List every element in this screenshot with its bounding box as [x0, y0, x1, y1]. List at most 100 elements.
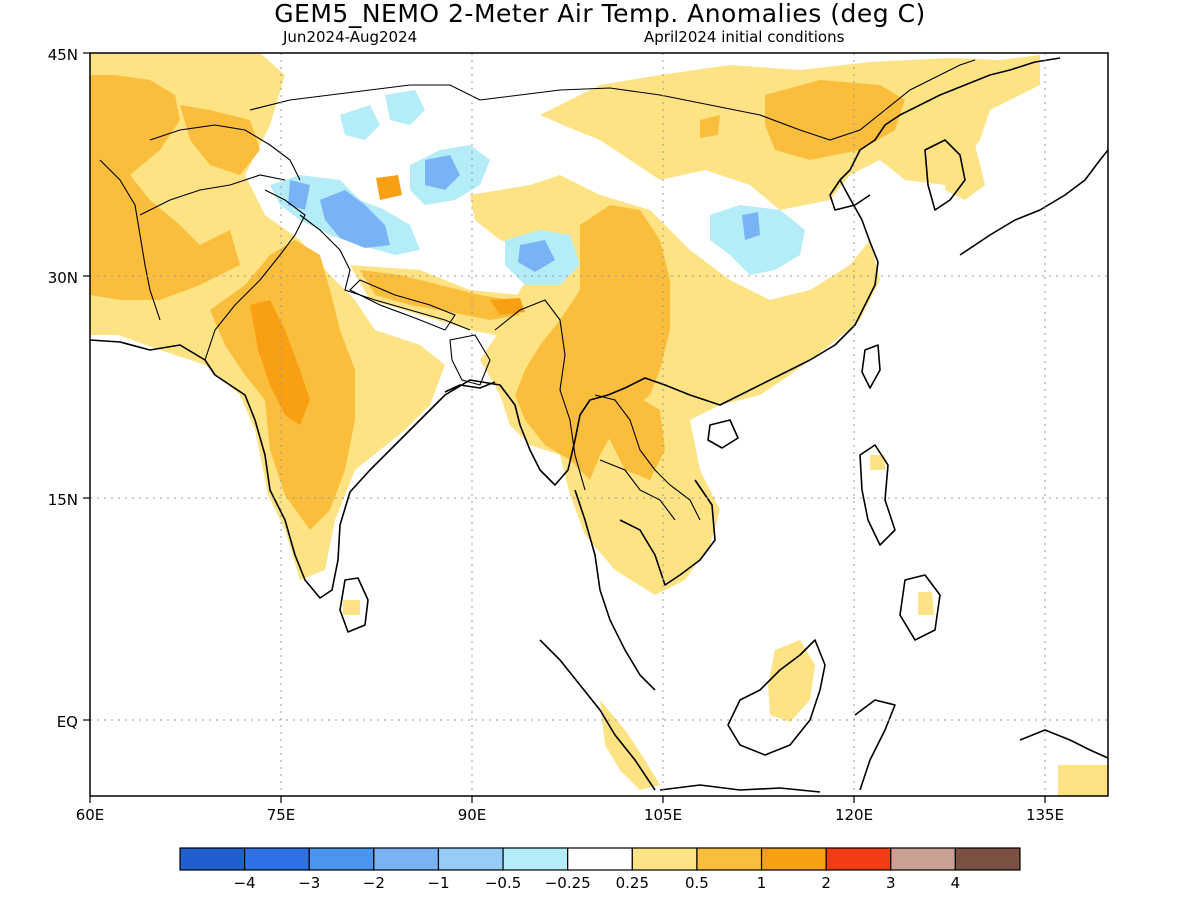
- warm-shading-china-indochina: [470, 175, 880, 595]
- coastline-borneo: [727, 639, 826, 756]
- colorbar-swatch: [890, 847, 956, 871]
- colorbar-label: 0.25: [616, 874, 649, 892]
- y-tick-label: 45N: [48, 46, 78, 64]
- colorbar-swatch: [308, 847, 375, 871]
- warm-shading-philippines: [870, 455, 885, 470]
- warm-peak-kunlun: [376, 175, 402, 200]
- warm-core-indochina: [515, 205, 670, 480]
- y-tick-label: EQ: [57, 713, 78, 731]
- colorbar-label: 0.5: [685, 874, 709, 892]
- colorbar-swatch: [502, 847, 569, 871]
- colorbar-swatch: [179, 847, 246, 871]
- map-title: GEM5_NEMO 2-Meter Air Temp. Anomalies (d…: [274, 0, 926, 28]
- coastline-malay-peninsula: [574, 489, 656, 691]
- border-iran: [99, 159, 161, 321]
- x-tick-label: 135E: [1026, 806, 1064, 824]
- coastline-philippines-mindanao: [899, 574, 941, 641]
- x-tick-label: 105E: [644, 806, 682, 824]
- axis-ticks: [83, 52, 1046, 803]
- border-bangladesh: [449, 334, 491, 386]
- warm-core-iran: [90, 75, 240, 300]
- coastline-bay-of-bengal-delta: [444, 381, 496, 393]
- cool-core-qinghai: [425, 155, 460, 190]
- warm-core-himalaya: [360, 270, 520, 320]
- colorbar-label: 3: [886, 874, 896, 892]
- graticule: [90, 53, 1108, 796]
- cool-light-tianshan: [340, 105, 380, 140]
- warm-core-mongolia-w: [700, 115, 720, 138]
- border-nepal: [349, 279, 456, 331]
- border-india-pakistan: [204, 189, 306, 361]
- coastline-taiwan: [861, 344, 881, 389]
- colorbar-label: 1: [757, 874, 767, 892]
- warm-shading-sumatra: [600, 700, 660, 790]
- cool-core-tibet: [320, 190, 390, 248]
- y-tick-label: 15N: [48, 491, 78, 509]
- cool-core-east-tibet: [518, 240, 555, 272]
- colorbar-swatch: [696, 847, 763, 871]
- warm-peak-india: [250, 300, 310, 425]
- forecast-period: Jun2024-Aug2024: [283, 28, 418, 46]
- coastline-korea: [924, 139, 966, 211]
- warm-shading-new-guinea: [1058, 765, 1108, 796]
- coastline-arabia-persia: [90, 57, 1061, 599]
- coastline-srilanka: [339, 577, 369, 633]
- warm-core-kazakh: [180, 105, 260, 175]
- colorbar-label: −3: [298, 874, 320, 892]
- x-tick-labels: 60E 75E 90E 105E 120E 135E: [76, 806, 1064, 824]
- cool-light-north-china: [710, 205, 805, 275]
- initial-conditions: April2024 initial conditions: [644, 28, 845, 46]
- border-afghanistan: [139, 174, 286, 216]
- warm-core-mongolia: [765, 80, 905, 160]
- colorbar-swatch: [244, 847, 310, 871]
- x-tick-label: 60E: [76, 806, 105, 824]
- cool-light-north: [385, 90, 425, 125]
- cool-core-north-china: [742, 212, 760, 240]
- border-india-china: [299, 214, 471, 331]
- colorbar-swatch: [437, 847, 504, 871]
- colorbar-swatch: [373, 847, 440, 871]
- colorbar-label: −1: [427, 874, 449, 892]
- warm-core-laos: [600, 395, 665, 480]
- x-tick-label: 120E: [835, 806, 873, 824]
- coastline-sumatra: [539, 639, 656, 791]
- border-kazakhstan: [249, 84, 481, 111]
- warm-shading-borneo: [768, 640, 815, 722]
- border-thailand-cambodia: [599, 459, 676, 521]
- coastline-sulawesi: [854, 699, 896, 791]
- border-russia-china-ne: [884, 59, 976, 111]
- border-central-asia: [149, 124, 301, 181]
- colorbar-label: −0.25: [545, 874, 591, 892]
- colorbar-swatch: [567, 847, 633, 871]
- warm-shading-srilanka: [343, 600, 360, 615]
- coastline-gulf-thailand: [619, 479, 716, 586]
- coastlines: [90, 57, 1108, 793]
- cool-core-kashmir: [288, 180, 310, 210]
- coastline-bohai: [829, 179, 871, 211]
- border-china-mongolia: [479, 87, 886, 141]
- coastline-java: [659, 784, 821, 793]
- colorbar-swatch: [760, 847, 827, 871]
- coastline-hainan: [707, 419, 739, 449]
- border-myanmar: [494, 299, 586, 491]
- coastline-new-guinea: [1019, 729, 1108, 759]
- x-tick-label: 75E: [267, 806, 296, 824]
- warm-peak-nepal: [490, 298, 525, 315]
- shaded-anomalies: [90, 53, 1108, 796]
- coastline-philippines-luzon: [859, 444, 896, 546]
- colorbar: −4 −3 −2 −1 −0.5 −0.25 0.25 0.5 1 2 3 4: [179, 847, 1021, 892]
- y-tick-labels: 45N 30N 15N EQ: [48, 46, 78, 731]
- coastline-japan: [959, 149, 1108, 256]
- colorbar-swatch: [631, 847, 698, 871]
- y-tick-label: 30N: [48, 269, 78, 287]
- x-tick-label: 90E: [458, 806, 487, 824]
- colorbar-label: 4: [951, 874, 961, 892]
- colorbar-swatch: [954, 847, 1021, 871]
- colorbar-swatch: [825, 847, 892, 871]
- colorbar-label: −2: [363, 874, 385, 892]
- colorbar-label: −4: [234, 874, 256, 892]
- warm-shading-mindanao: [918, 592, 934, 615]
- warm-shading-northeast: [945, 145, 985, 200]
- country-borders: [99, 59, 976, 521]
